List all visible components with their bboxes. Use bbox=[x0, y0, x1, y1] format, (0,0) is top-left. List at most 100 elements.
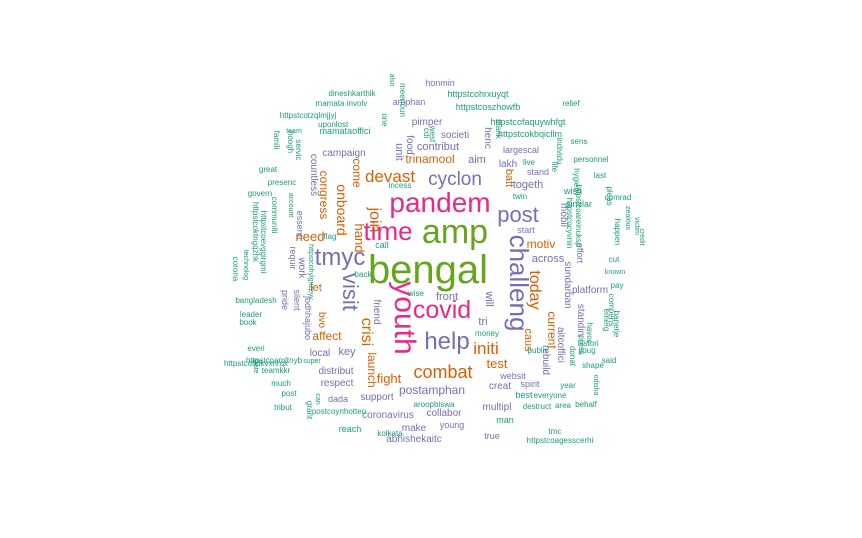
word-join: join bbox=[366, 207, 383, 233]
word-kolkata: kolkata bbox=[377, 429, 403, 438]
word-press: press bbox=[577, 335, 586, 355]
word-platform: platform bbox=[572, 285, 608, 296]
word-histori: histori bbox=[577, 339, 599, 348]
word-lost: lost bbox=[336, 120, 349, 129]
word-test: test bbox=[487, 356, 508, 371]
word-standin: standin bbox=[575, 304, 586, 336]
word-visit: visit bbox=[338, 273, 363, 311]
word-flag: flag bbox=[324, 232, 337, 241]
word-shape: shape bbox=[582, 361, 604, 370]
word-govern: govern bbox=[248, 189, 272, 198]
word-cdi: cdi bbox=[422, 128, 431, 138]
word-honmin: honmin bbox=[425, 78, 455, 88]
word-combat: combat bbox=[413, 362, 472, 382]
word-onboard: onboard bbox=[334, 184, 350, 235]
word-bvo: bvo bbox=[316, 312, 327, 329]
word-need: need bbox=[296, 229, 325, 244]
word-silent: silent bbox=[292, 289, 302, 311]
word-httpstcoareinuksp: httpstcoareinuksp bbox=[574, 185, 583, 248]
word-initi: initi bbox=[473, 339, 499, 358]
word-distribut: distribut bbox=[318, 366, 353, 377]
word-dineshkarthik: dineshkarthik bbox=[328, 89, 376, 98]
word-cut: cut bbox=[609, 255, 620, 264]
word-requir: requir bbox=[288, 246, 298, 269]
word-team: team bbox=[286, 128, 302, 135]
word-upon: upon bbox=[318, 120, 336, 129]
word-sens: sens bbox=[571, 137, 588, 146]
word-bengal: bengal bbox=[368, 248, 488, 292]
word-tmc: tmc bbox=[549, 427, 562, 436]
word-time: time bbox=[363, 216, 412, 246]
word-super: super bbox=[303, 358, 321, 365]
word-tribut: tribut bbox=[274, 403, 293, 412]
word-multipl: multipl bbox=[483, 402, 512, 413]
word-will: will bbox=[483, 290, 495, 306]
word-everyone: everyone bbox=[534, 391, 567, 400]
word-best: best bbox=[515, 390, 533, 400]
word-amp: amp bbox=[422, 213, 488, 251]
word-pleas: pleas bbox=[605, 186, 614, 205]
word-mobil: mobil bbox=[558, 203, 569, 227]
word-hoogh: hoogh bbox=[286, 131, 295, 153]
word-post: post bbox=[281, 389, 297, 398]
word-campaign: campaign bbox=[322, 148, 365, 159]
word-relief: relief bbox=[562, 99, 580, 108]
word-togeth: togeth bbox=[513, 179, 544, 191]
word-similar: similar bbox=[566, 199, 592, 209]
word-victim: victim bbox=[633, 217, 640, 235]
word-crisi: crisi bbox=[358, 318, 375, 346]
word-happen: happen bbox=[613, 219, 622, 246]
word-youth: youth bbox=[388, 281, 421, 354]
word-aim: aim bbox=[468, 154, 486, 166]
word-wish: wish bbox=[563, 186, 582, 196]
word-websit: websit bbox=[499, 371, 526, 381]
word-great: great bbox=[259, 165, 278, 174]
word-mamata: mamata bbox=[316, 99, 345, 108]
word-abhishekaitc: abhishekaitc bbox=[386, 434, 442, 445]
word-come: come bbox=[350, 158, 364, 188]
word-young: young bbox=[440, 420, 465, 430]
word-incess: incess bbox=[389, 181, 412, 190]
word-individu: individu bbox=[555, 137, 564, 164]
word-twin: twin bbox=[513, 192, 527, 201]
word-teamkkr: teamkkr bbox=[262, 366, 291, 375]
word-httpstcohrxuyqt: httpstcohrxuyqt bbox=[447, 89, 509, 99]
word-youg: youg bbox=[578, 346, 595, 355]
word-make: make bbox=[402, 423, 427, 434]
word-one: one bbox=[380, 113, 389, 127]
word-current: current bbox=[545, 311, 559, 349]
word-sundarban: sundarban bbox=[562, 261, 573, 308]
word-everi: everi bbox=[247, 344, 265, 353]
word-man: man bbox=[496, 415, 514, 425]
word-devast: devast bbox=[365, 167, 415, 186]
word-tmyc: tmyc bbox=[315, 244, 366, 271]
word-book: book bbox=[239, 318, 257, 327]
word-known: known bbox=[605, 269, 625, 276]
word-batt: batt bbox=[503, 169, 515, 187]
word-wise: wise bbox=[407, 289, 425, 298]
word-banerje: banerje bbox=[612, 311, 621, 338]
word-reach: reach bbox=[339, 424, 362, 434]
word-unit: unit bbox=[393, 143, 405, 161]
word-motiv: motiv bbox=[527, 237, 556, 251]
word-affect: affect bbox=[312, 329, 342, 343]
word-communiti: communiti bbox=[270, 197, 279, 234]
word-state: state bbox=[252, 358, 259, 373]
word-creat: creat bbox=[489, 381, 511, 392]
word-hand: hand bbox=[352, 224, 367, 253]
word-zealous: zealous bbox=[624, 206, 631, 231]
word-fight: fight bbox=[377, 371, 402, 386]
word-destruct: destruct bbox=[523, 402, 552, 411]
word-httpstcohylgnzpyv: httpstcohylgnzpyv bbox=[307, 244, 314, 300]
word-grant: grant bbox=[305, 401, 314, 420]
word-aitcoffici: aitcoffici bbox=[555, 327, 566, 363]
word-henc: henc bbox=[482, 127, 493, 149]
word-aroopbiswa: aroopbiswa bbox=[414, 400, 455, 409]
word-httpstcoszhowfb: httpstcoszhowfb bbox=[456, 102, 521, 112]
word-life: life bbox=[550, 162, 559, 173]
word-httpstcofidkvxnrqx: httpstcofidkvxnrqx bbox=[224, 359, 288, 368]
word-donat: donat bbox=[568, 346, 577, 367]
word-httpstcokbqicllm: httpstcokbqicllm bbox=[498, 129, 562, 139]
word-support: support bbox=[360, 392, 394, 403]
